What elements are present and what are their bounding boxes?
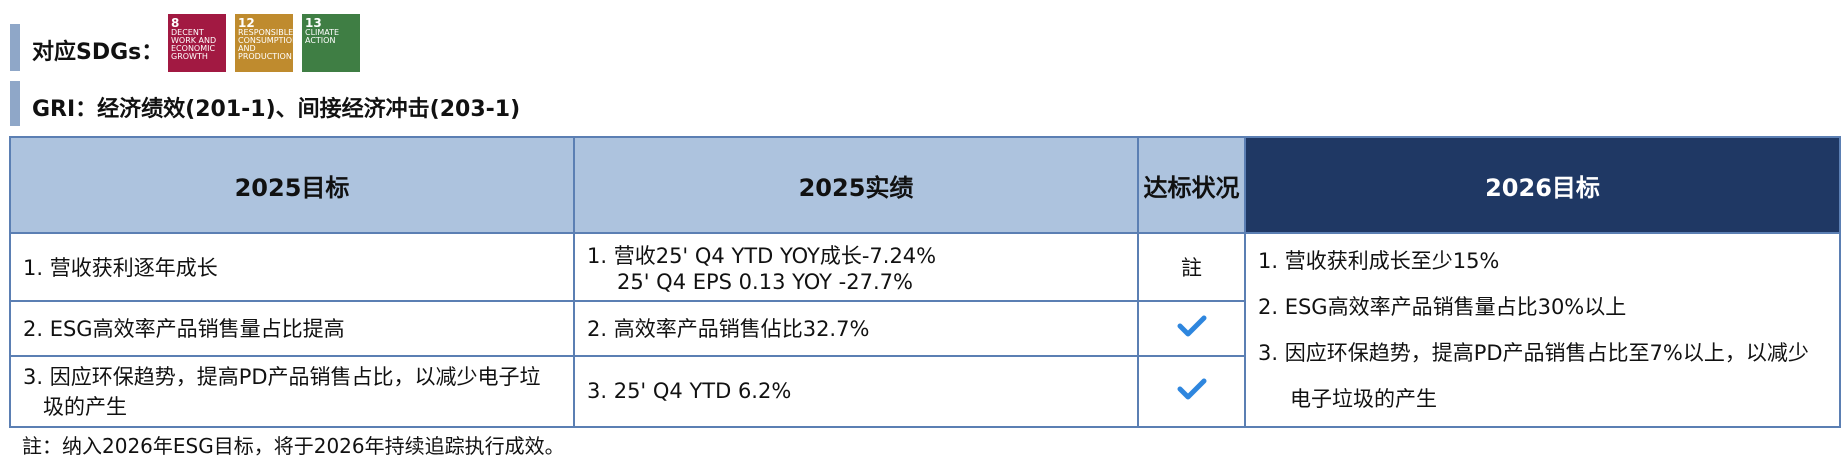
sdg-number: 13 — [305, 16, 322, 30]
sdg-label: 对应SDGs： — [32, 40, 164, 65]
actual-cell: 2. 高效率产品销售佔比32.7% — [573, 300, 1139, 357]
targets-table: 2025目标 2025实绩 达标状况 2026目标 1. 营收获利逐年成长 1.… — [9, 136, 1841, 429]
actual-cell: 3. 25' Q4 YTD 6.2% — [573, 354, 1139, 429]
section-bar — [10, 81, 20, 126]
sdg-caption: DECENT WORK AND ECONOMIC GROWTH — [171, 28, 217, 61]
target-2026: 2. ESG高效率产品销售量占比30%以上 — [1258, 295, 1627, 319]
column-header: 2025目标 — [9, 136, 575, 234]
column-header: 2026目标 — [1244, 136, 1841, 234]
sdg-icon: 12 RESPONSIBLE CONSUMPTION AND PRODUCTION — [235, 14, 293, 72]
actual-line: 1. 营收25' Q4 YTD YOY成长-7.24% — [587, 244, 937, 269]
status-cell: 註 — [1137, 231, 1246, 303]
actual-line: 25' Q4 EPS 0.13 YOY -27.7% — [617, 270, 913, 295]
sdg-icon: 13 CLIMATE ACTION — [302, 14, 360, 72]
target-cell: 1. 营收获利逐年成长 — [9, 231, 575, 303]
target-cell: 3. 因应环保趋势，提高PD产品销售占比，以减少电子垃圾的产生 — [9, 354, 575, 429]
sdg-number: 12 — [238, 16, 255, 30]
column-header: 2025实绩 — [573, 136, 1139, 234]
sdg-caption: CLIMATE ACTION — [305, 28, 340, 45]
gri-label: GRI：经济绩效(201-1)、间接经济冲击(203-1) — [32, 97, 521, 122]
section-bar — [10, 24, 20, 71]
sdg-caption: RESPONSIBLE CONSUMPTION AND PRODUCTION — [238, 28, 293, 61]
target-cell: 2. ESG高效率产品销售量占比提高 — [9, 300, 575, 357]
column-header: 达标状况 — [1137, 136, 1246, 234]
sdg-icon: 8 DECENT WORK AND ECONOMIC GROWTH — [168, 14, 226, 72]
target-2026-cell: 1. 营收获利成长至少15% 2. ESG高效率产品销售量占比30%以上 3. … — [1244, 232, 1841, 428]
target-2026: 1. 营收获利成长至少15% — [1258, 249, 1500, 273]
footnote: 註：纳入2026年ESG目标，将于2026年持续追踪执行成效。 — [22, 434, 565, 458]
check-icon — [1177, 378, 1206, 400]
actual-cell: 1. 营收25' Q4 YTD YOY成长-7.24% 25' Q4 EPS 0.… — [573, 231, 1139, 303]
check-icon — [1177, 315, 1206, 337]
status-cell — [1137, 354, 1246, 429]
sdg-number: 8 — [171, 16, 180, 30]
status-cell — [1137, 300, 1246, 357]
target-2026: 3. 因应环保趋势，提高PD产品销售占比至7%以上，以减少电子垃圾的产生 — [1258, 341, 1809, 411]
